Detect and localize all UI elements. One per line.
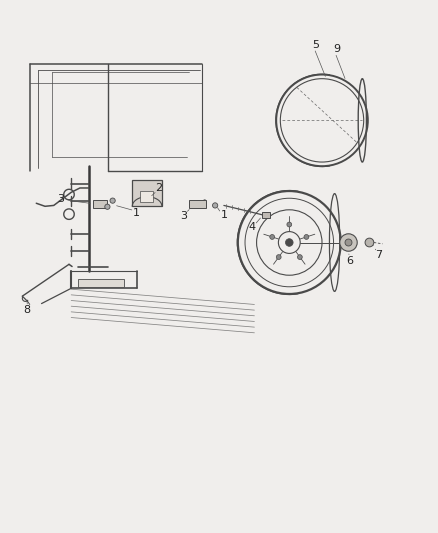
Circle shape [280, 79, 363, 162]
Circle shape [278, 232, 300, 253]
FancyBboxPatch shape [78, 279, 123, 287]
Circle shape [244, 198, 333, 287]
Circle shape [276, 255, 280, 260]
Text: 8: 8 [23, 305, 30, 315]
Circle shape [105, 204, 110, 209]
FancyBboxPatch shape [261, 212, 269, 217]
Text: 7: 7 [374, 250, 382, 260]
Text: 5: 5 [311, 40, 318, 50]
Text: 1: 1 [220, 211, 227, 221]
Circle shape [304, 235, 308, 239]
Circle shape [344, 239, 351, 246]
Circle shape [285, 239, 293, 246]
FancyBboxPatch shape [188, 200, 205, 208]
Circle shape [276, 75, 367, 166]
FancyBboxPatch shape [140, 191, 153, 202]
Circle shape [297, 255, 302, 260]
Circle shape [237, 191, 340, 294]
FancyBboxPatch shape [93, 200, 107, 208]
Circle shape [110, 198, 115, 203]
Text: 1: 1 [133, 208, 140, 219]
Text: 3: 3 [180, 211, 187, 221]
Text: 6: 6 [345, 256, 352, 266]
Circle shape [339, 234, 357, 251]
Text: 4: 4 [248, 222, 255, 232]
Circle shape [269, 235, 274, 239]
Circle shape [212, 203, 217, 208]
Circle shape [286, 222, 291, 227]
Text: 9: 9 [333, 44, 340, 54]
Text: 3: 3 [57, 194, 64, 204]
Circle shape [364, 238, 373, 247]
Circle shape [256, 210, 321, 275]
Text: 2: 2 [155, 183, 162, 193]
FancyBboxPatch shape [132, 180, 162, 206]
